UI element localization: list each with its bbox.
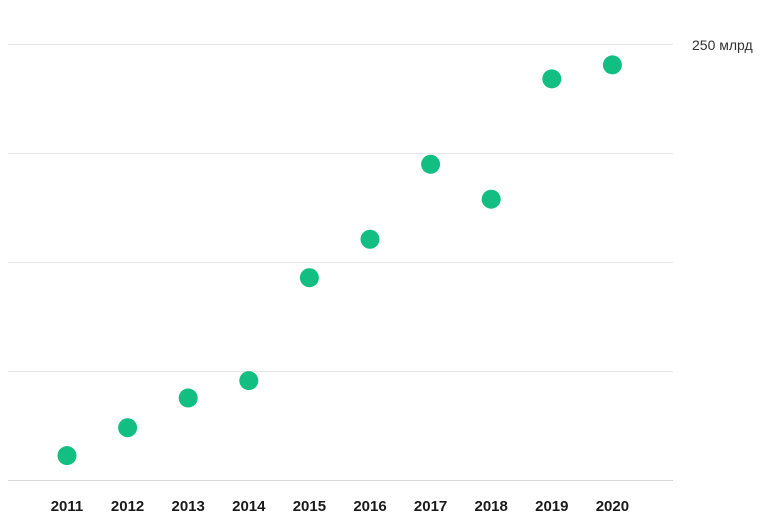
data-point — [421, 154, 441, 174]
data-point — [299, 268, 319, 288]
data-point — [57, 446, 77, 466]
data-point — [118, 418, 138, 438]
chart-grid — [8, 44, 673, 481]
x-tick-label: 2015 — [293, 498, 326, 515]
x-tick-label: 2012 — [111, 498, 144, 515]
y-tick-label-max: 250 млрд — [692, 37, 753, 53]
data-point — [239, 371, 259, 391]
x-tick-label: 2013 — [172, 498, 205, 515]
data-point — [360, 229, 380, 249]
x-tick-label: 2018 — [475, 498, 508, 515]
x-tick-label: 2011 — [51, 498, 84, 515]
data-point — [542, 69, 562, 89]
x-tick-label: 2016 — [353, 498, 386, 515]
x-tick-label: 2017 — [414, 498, 447, 515]
data-point — [602, 55, 622, 75]
data-point — [481, 189, 501, 209]
x-tick-labels: 2011 2012 2013 2014 2015 2016 2017 2018 2019 2020 — [51, 498, 629, 515]
data-point — [178, 388, 198, 408]
x-tick-label: 2019 — [535, 498, 568, 515]
x-tick-label: 2014 — [232, 498, 266, 515]
chart-points — [57, 55, 622, 466]
x-tick-label: 2020 — [596, 498, 629, 515]
